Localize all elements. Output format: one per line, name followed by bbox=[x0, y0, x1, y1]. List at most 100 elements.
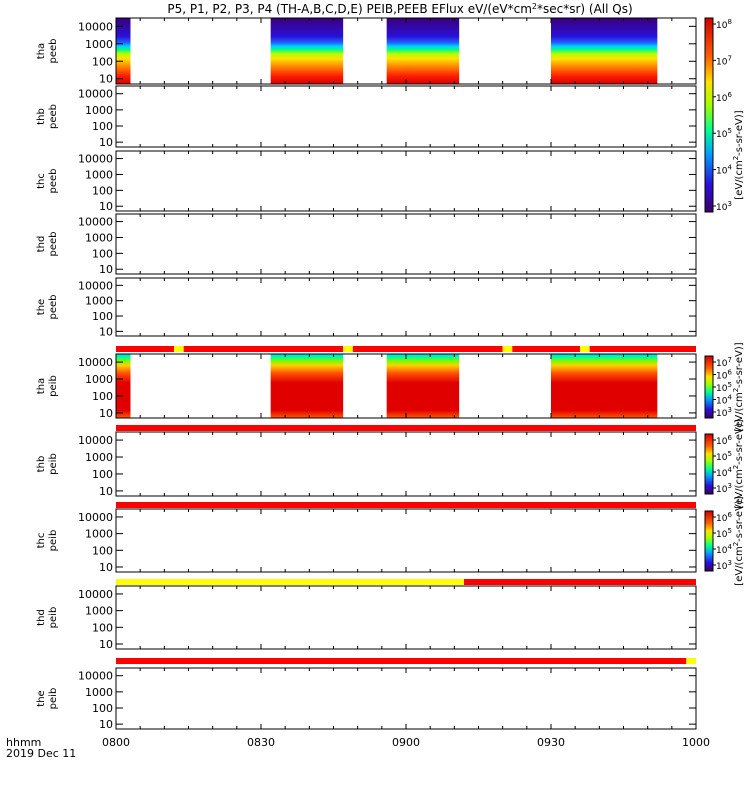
spectrogram-block bbox=[270, 18, 344, 84]
spectrogram-block bbox=[551, 18, 658, 84]
panel-frame bbox=[115, 508, 697, 573]
colorbar-tick-label: 106 bbox=[716, 434, 732, 447]
quality-bar-segment bbox=[116, 346, 174, 352]
y-tick-label: 10 bbox=[99, 136, 113, 149]
colorbar-tick-label: 103 bbox=[716, 406, 732, 419]
x-tick-label: 0800 bbox=[102, 736, 130, 749]
colorbar-tick-label: 104 bbox=[716, 543, 732, 556]
colorbar-tick-label: 104 bbox=[716, 394, 732, 407]
x-tick-label: 1000 bbox=[682, 736, 710, 749]
panel-product-label: peeb bbox=[48, 295, 59, 320]
panel-frame bbox=[115, 213, 697, 275]
x-axis-date-label: 2019 Dec 11 bbox=[6, 747, 76, 760]
x-tick-label: 0930 bbox=[537, 736, 565, 749]
panel-frame bbox=[115, 150, 697, 212]
panel-frame bbox=[115, 277, 697, 337]
quality-bar-segment bbox=[116, 425, 696, 431]
panel-product-label: peib bbox=[48, 375, 59, 397]
colorbar-tick-label: 106 bbox=[716, 91, 732, 104]
quality-bar-segment bbox=[464, 579, 696, 585]
y-tick-label: 1000 bbox=[85, 168, 113, 181]
quality-bar-segment bbox=[116, 502, 696, 508]
panel-frame bbox=[115, 585, 697, 650]
quality-bar-segment bbox=[686, 658, 696, 664]
panel-thb-peib: 10 100 1000 10000 thb peib bbox=[36, 431, 697, 498]
panel-thd-peib: 10 100 1000 10000 thd peib bbox=[36, 585, 697, 651]
spectrogram-block bbox=[386, 18, 460, 84]
y-tick-label: 1000 bbox=[85, 451, 113, 464]
spectrogram-block bbox=[270, 354, 344, 418]
panel-product-label: peib bbox=[48, 453, 59, 475]
y-tick-label: 100 bbox=[92, 55, 113, 68]
y-tick-label: 100 bbox=[92, 544, 113, 557]
panel-product-label: peib bbox=[48, 530, 59, 552]
colorbars-layer: 103104105106107108[eV/(cm2-s-sr-eV)]1031… bbox=[704, 17, 745, 586]
panel-thb-peeb: 10 100 1000 10000 thb peeb bbox=[36, 85, 697, 149]
quality-bar-segment bbox=[116, 579, 464, 585]
colorbar-tick-label: 108 bbox=[716, 18, 732, 31]
spectrogram-block bbox=[116, 18, 131, 84]
y-tick-label: 10000 bbox=[78, 153, 113, 166]
colorbar-tick-label: 107 bbox=[716, 54, 732, 67]
y-tick-label: 10000 bbox=[78, 20, 113, 33]
quality-bar-segment bbox=[343, 346, 353, 352]
spectrogram-block bbox=[551, 354, 658, 418]
quality-bar-segment bbox=[174, 346, 184, 352]
quality-bars-layer bbox=[116, 346, 696, 664]
y-tick-label: 10 bbox=[99, 638, 113, 651]
panel-probe-label: thc bbox=[36, 533, 47, 549]
colorbar-tick-label: 103 bbox=[716, 559, 732, 572]
colorbar-tick-label: 106 bbox=[716, 369, 732, 382]
panel-product-label: peeb bbox=[48, 104, 59, 129]
y-tick-label: 100 bbox=[92, 702, 113, 715]
quality-bar-segment bbox=[580, 346, 590, 352]
x-axis-unit-label: hhmm bbox=[6, 736, 41, 749]
y-tick-label: 10000 bbox=[78, 88, 113, 101]
y-tick-label: 10 bbox=[99, 200, 113, 213]
y-tick-label: 100 bbox=[92, 184, 113, 197]
panel-probe-label: thd bbox=[36, 609, 47, 626]
colorbar-tick-label: 105 bbox=[716, 127, 732, 140]
y-tick-label: 10 bbox=[99, 407, 113, 420]
panel-probe-label: thb bbox=[36, 456, 47, 473]
y-tick-label: 10000 bbox=[78, 434, 113, 447]
colorbar-tick-label: 105 bbox=[716, 381, 732, 394]
panel-probe-label: the bbox=[36, 299, 47, 315]
colorbar-title: [eV/(cm2-s-sr-eV)] bbox=[732, 419, 745, 508]
colorbar-tick-label: 106 bbox=[716, 511, 732, 524]
chart-title: P5, P1, P2, P3, P4 (TH-A,B,C,D,E) PEIB,P… bbox=[167, 2, 632, 16]
x-tick-label: 0900 bbox=[392, 736, 420, 749]
panel-product-label: peeb bbox=[48, 232, 59, 257]
panel-probe-label: the bbox=[36, 690, 47, 706]
y-tick-label: 100 bbox=[92, 120, 113, 133]
y-tick-label: 10000 bbox=[78, 216, 113, 229]
quality-bar-segment bbox=[116, 658, 687, 664]
panel-product-label: peib bbox=[48, 688, 59, 710]
panel-product-label: peeb bbox=[48, 39, 59, 64]
panel-frame bbox=[115, 431, 697, 497]
colorbar-tick-label: 105 bbox=[716, 527, 732, 540]
panel-probe-label: thd bbox=[36, 236, 47, 253]
y-tick-label: 10 bbox=[99, 718, 113, 731]
y-tick-label: 10 bbox=[99, 73, 113, 86]
panel-product-label: peib bbox=[48, 607, 59, 629]
panel-frame bbox=[115, 85, 697, 148]
quality-bar-segment bbox=[502, 346, 513, 352]
panel-thc-peib: 10 100 1000 10000 thc peib bbox=[36, 508, 697, 574]
quality-bar-segment bbox=[589, 346, 696, 352]
y-tick-label: 100 bbox=[92, 310, 113, 323]
y-tick-label: 10 bbox=[99, 561, 113, 574]
quality-bar-segment bbox=[352, 346, 503, 352]
colorbar bbox=[704, 17, 714, 213]
y-tick-label: 1000 bbox=[85, 686, 113, 699]
y-tick-label: 100 bbox=[92, 390, 113, 403]
y-tick-label: 1000 bbox=[85, 605, 113, 618]
quality-bar-segment bbox=[183, 346, 344, 352]
y-tick-label: 1000 bbox=[85, 295, 113, 308]
colorbar-tick-label: 103 bbox=[716, 200, 732, 213]
panel-probe-label: tha bbox=[36, 43, 47, 59]
y-tick-label: 10 bbox=[99, 485, 113, 498]
colorbar-title: [eV/(cm2-s-sr-eV)] bbox=[732, 342, 745, 431]
